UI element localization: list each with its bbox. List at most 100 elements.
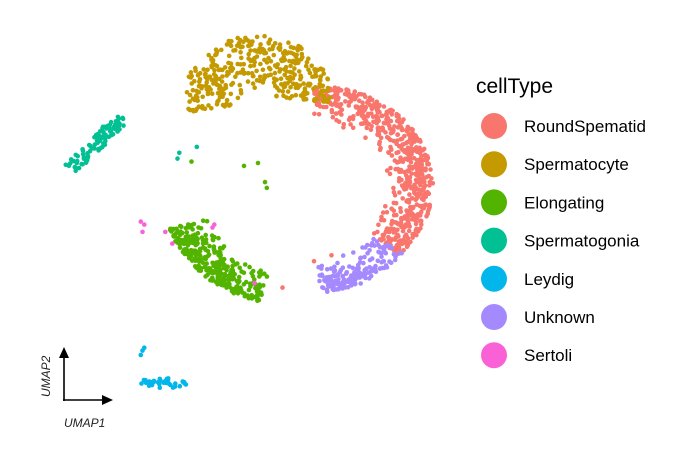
point-unknown	[323, 279, 329, 284]
point-elongating	[230, 263, 235, 269]
point-spermatocyte	[288, 50, 294, 56]
point-spermatocyte	[219, 47, 224, 53]
point-spermatocyte	[274, 64, 280, 70]
point-spermatogonia	[115, 120, 121, 125]
point-spermatocyte	[249, 57, 254, 63]
point-spermatocyte	[222, 65, 228, 70]
point-spermatocyte	[219, 79, 225, 84]
point-roundspematid	[384, 116, 390, 121]
point-roundspematid	[417, 180, 423, 186]
point-elongating	[189, 159, 194, 164]
legend-label-leydig: Leydig	[524, 270, 574, 289]
point-spermatogonia	[83, 160, 89, 165]
point-spermatocyte	[200, 84, 205, 89]
point-elongating	[216, 235, 221, 241]
point-spermatogonia	[66, 163, 72, 169]
point-roundspematid	[374, 120, 380, 126]
point-elongating	[225, 264, 230, 270]
point-roundspematid	[381, 218, 387, 223]
point-elongating	[249, 270, 254, 276]
point-roundspematid	[347, 93, 353, 98]
point-roundspematid	[418, 209, 424, 215]
point-spermatocyte	[252, 55, 257, 61]
point-spermatocyte	[245, 79, 251, 84]
point-spermatocyte	[242, 70, 248, 76]
point-roundspematid	[420, 206, 426, 211]
point-spermatocyte	[264, 60, 270, 65]
point-spermatocyte	[325, 85, 331, 91]
point-roundspematid	[396, 149, 401, 155]
point-spermatocyte	[279, 58, 285, 64]
point-roundspematid	[371, 103, 376, 108]
point-elongating	[237, 265, 242, 271]
point-roundspematid	[409, 196, 415, 201]
point-spermatocyte	[325, 99, 330, 105]
point-spermatocyte	[222, 104, 227, 109]
point-roundspematid	[401, 142, 406, 147]
point-spermatocyte	[321, 71, 327, 76]
point-spermatocyte	[293, 92, 299, 98]
point-roundspematid	[368, 127, 374, 132]
point-spermatocyte	[241, 39, 246, 44]
umap2-arrow-head	[59, 347, 69, 358]
point-spermatocyte	[312, 67, 317, 72]
point-elongating	[225, 273, 231, 279]
point-unknown	[324, 267, 330, 272]
point-spermatocyte	[262, 33, 267, 39]
point-leydig	[151, 378, 157, 384]
point-roundspematid	[412, 182, 417, 188]
point-spermatocyte	[235, 95, 241, 101]
point-spermatocyte	[213, 73, 219, 79]
point-elongating	[258, 268, 264, 274]
point-roundspematid	[398, 209, 404, 214]
point-elongating	[217, 263, 222, 269]
point-spermatogonia	[108, 129, 114, 135]
point-roundspematid	[363, 104, 369, 110]
point-elongating	[178, 229, 183, 234]
point-elongating	[218, 253, 223, 258]
point-unknown	[357, 275, 362, 280]
point-spermatocyte	[189, 81, 194, 86]
point-spermatocyte	[184, 90, 190, 95]
point-roundspematid	[384, 210, 390, 215]
point-spermatocyte	[278, 76, 284, 81]
point-elongating	[236, 274, 242, 280]
point-unknown	[338, 267, 344, 273]
point-spermatocyte	[215, 99, 220, 105]
point-unknown	[347, 280, 352, 285]
point-roundspematid	[354, 105, 359, 110]
point-spermatocyte	[209, 64, 214, 70]
point-roundspematid	[360, 100, 365, 105]
point-roundspematid	[312, 111, 317, 117]
point-elongating	[204, 261, 209, 266]
point-leydig	[139, 381, 144, 386]
point-roundspematid	[396, 234, 401, 239]
point-roundspematid	[411, 232, 417, 237]
point-elongating	[237, 278, 242, 284]
point-elongating	[193, 248, 199, 254]
point-spermatocyte	[248, 63, 253, 69]
point-spermatocyte	[294, 59, 300, 65]
point-spermatocyte	[250, 81, 256, 86]
point-roundspematid	[415, 167, 420, 173]
point-unknown	[351, 250, 356, 255]
point-roundspematid	[381, 232, 387, 238]
point-elongating	[197, 253, 203, 258]
point-roundspematid	[365, 114, 371, 119]
point-spermatocyte	[229, 82, 234, 87]
point-roundspematid	[364, 125, 370, 131]
point-elongating	[239, 269, 244, 274]
legend-key-spermatogonia	[481, 227, 507, 254]
point-spermatocyte	[277, 69, 282, 74]
point-spermatocyte	[271, 76, 277, 81]
point-roundspematid	[392, 158, 398, 163]
point-roundspematid	[396, 246, 402, 251]
point-roundspematid	[394, 111, 400, 117]
point-spermatogonia	[85, 151, 90, 156]
point-spermatocyte	[211, 81, 216, 86]
point-roundspematid	[407, 192, 412, 197]
point-elongating	[217, 279, 222, 285]
point-spermatogonia	[101, 129, 106, 135]
point-spermatocyte	[306, 56, 311, 61]
point-unknown	[362, 254, 367, 260]
